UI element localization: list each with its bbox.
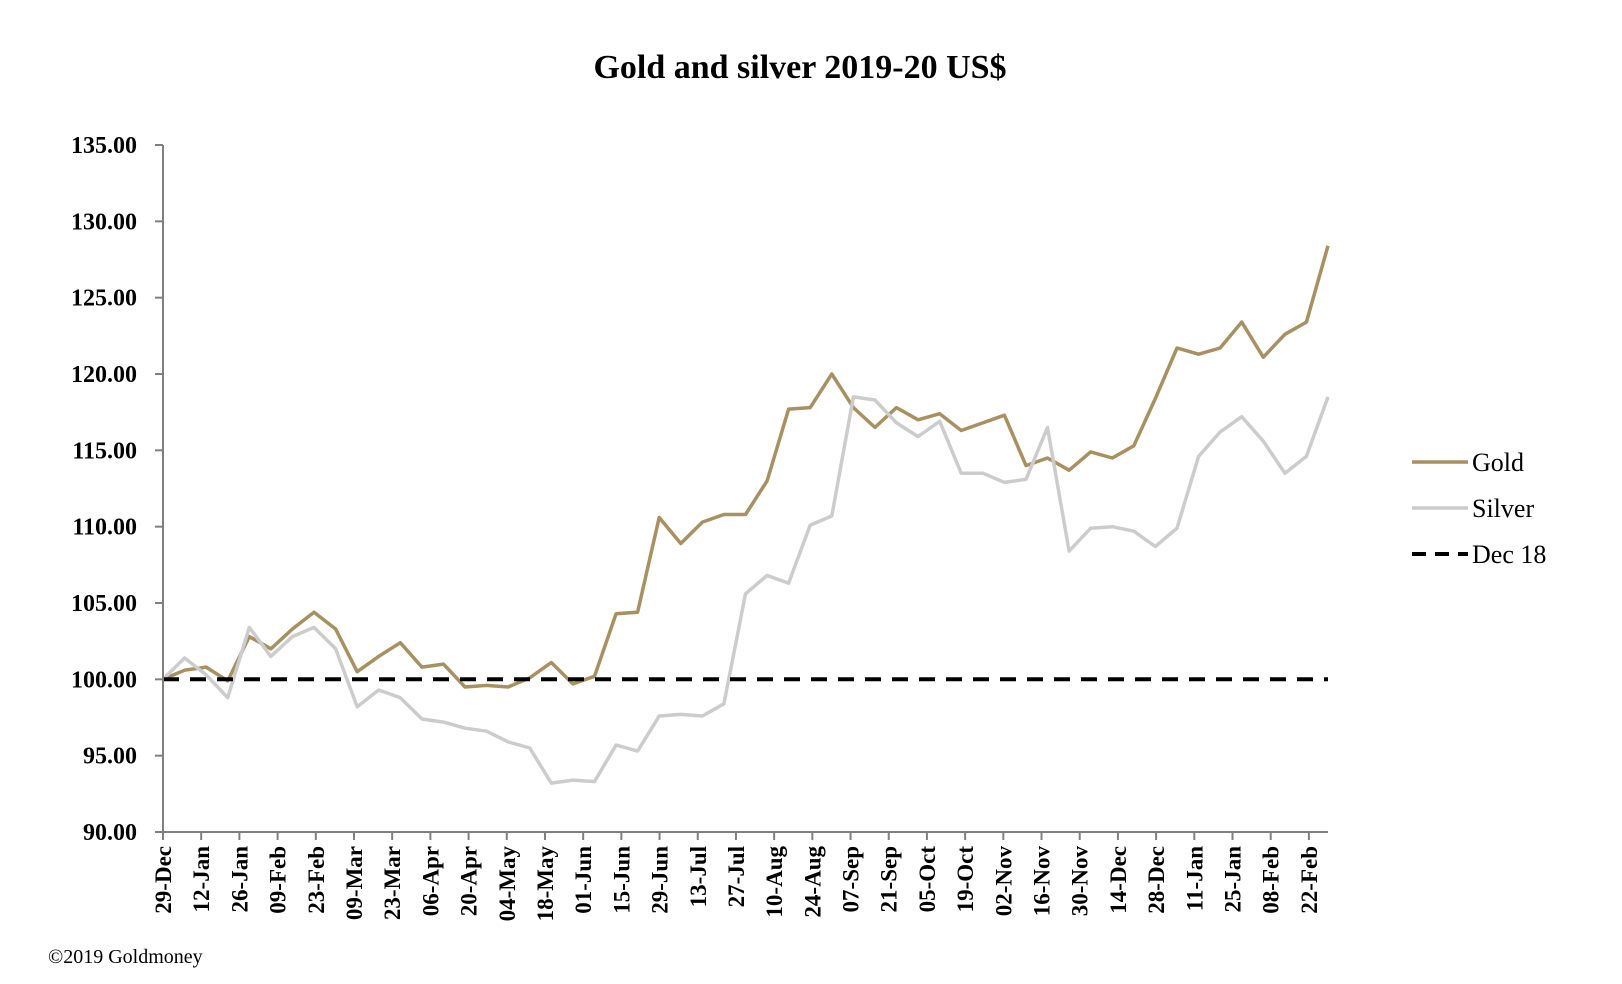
- x-tick-label: 29-Dec: [151, 846, 176, 914]
- y-tick-label: 90.00: [83, 820, 137, 846]
- x-tick-label: 18-May: [533, 846, 558, 922]
- x-tick-label: 05-Oct: [915, 846, 940, 913]
- x-tick-label: 26-Jan: [227, 846, 252, 913]
- x-tick-label: 23-Mar: [380, 846, 405, 920]
- x-tick-label: 13-Jul: [686, 846, 711, 907]
- x-tick-label: 04-May: [495, 846, 520, 922]
- x-tick-label: 28-Dec: [1144, 846, 1169, 914]
- copyright-credit: ©2019 Goldmoney: [48, 946, 203, 968]
- x-tick-label: 22-Feb: [1297, 846, 1322, 914]
- series-line-silver: [161, 395, 1330, 785]
- x-tick-label: 01-Jun: [571, 846, 596, 914]
- legend: Gold Silver Dec 18: [1412, 448, 1546, 569]
- x-tick-label: 07-Sep: [839, 846, 864, 912]
- x-tick-label: 10-Aug: [762, 846, 787, 918]
- y-tick-label: 105.00: [71, 591, 137, 617]
- y-tick-label: 135.00: [71, 133, 137, 159]
- y-tick-label: 95.00: [83, 744, 137, 770]
- x-tick-label: 25-Jan: [1221, 846, 1246, 913]
- x-tick-label: 21-Sep: [877, 846, 902, 912]
- x-tick-label: 20-Apr: [457, 846, 482, 916]
- x-tick-label: 23-Feb: [304, 846, 329, 914]
- x-tick-label: 14-Dec: [1106, 846, 1131, 914]
- x-tick-label: 29-Jun: [648, 846, 673, 914]
- x-tick-label: 30-Nov: [1068, 846, 1093, 917]
- legend-label: Gold: [1472, 448, 1524, 477]
- x-axis: 29-Dec 12-Jan 26-Jan 09-Feb 23-Feb 09-Mar 23-M…: [151, 831, 1328, 922]
- plot-area: [161, 245, 1330, 785]
- series-line-gold: [162, 245, 1330, 689]
- x-tick-label: 16-Nov: [1030, 846, 1055, 917]
- legend-label: Silver: [1472, 494, 1534, 523]
- x-tick-label: 15-Jun: [609, 846, 634, 914]
- y-tick-label: 115.00: [72, 438, 137, 464]
- x-tick-label: 08-Feb: [1259, 846, 1284, 914]
- y-tick-label: 125.00: [71, 286, 137, 312]
- x-tick-label: 19-Oct: [953, 846, 978, 913]
- x-tick-label: 12-Jan: [189, 846, 214, 913]
- x-tick-label: 06-Apr: [418, 846, 443, 916]
- y-tick-label: 110.00: [72, 515, 137, 541]
- x-tick-label: 02-Nov: [991, 846, 1016, 917]
- y-axis: 90.00 95.00 100.00 105.00 110.00 115.00 120.00…: [71, 133, 164, 846]
- x-tick-label: 09-Mar: [342, 846, 367, 920]
- y-tick-label: 130.00: [71, 209, 137, 235]
- x-tick-label: 27-Jul: [724, 846, 749, 907]
- chart-title: Gold and silver 2019-20 US$: [593, 49, 1006, 86]
- x-tick-label: 11-Jan: [1182, 846, 1207, 911]
- x-tick-label: 09-Feb: [266, 846, 291, 914]
- y-tick-label: 100.00: [71, 667, 137, 693]
- legend-label: Dec 18: [1472, 540, 1546, 569]
- y-tick-label: 120.00: [71, 362, 137, 388]
- x-tick-label: 24-Aug: [800, 846, 825, 918]
